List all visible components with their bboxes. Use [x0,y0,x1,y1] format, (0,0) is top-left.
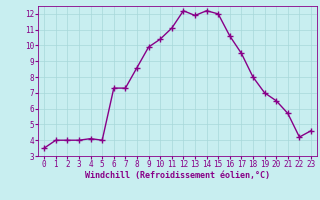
X-axis label: Windchill (Refroidissement éolien,°C): Windchill (Refroidissement éolien,°C) [85,171,270,180]
